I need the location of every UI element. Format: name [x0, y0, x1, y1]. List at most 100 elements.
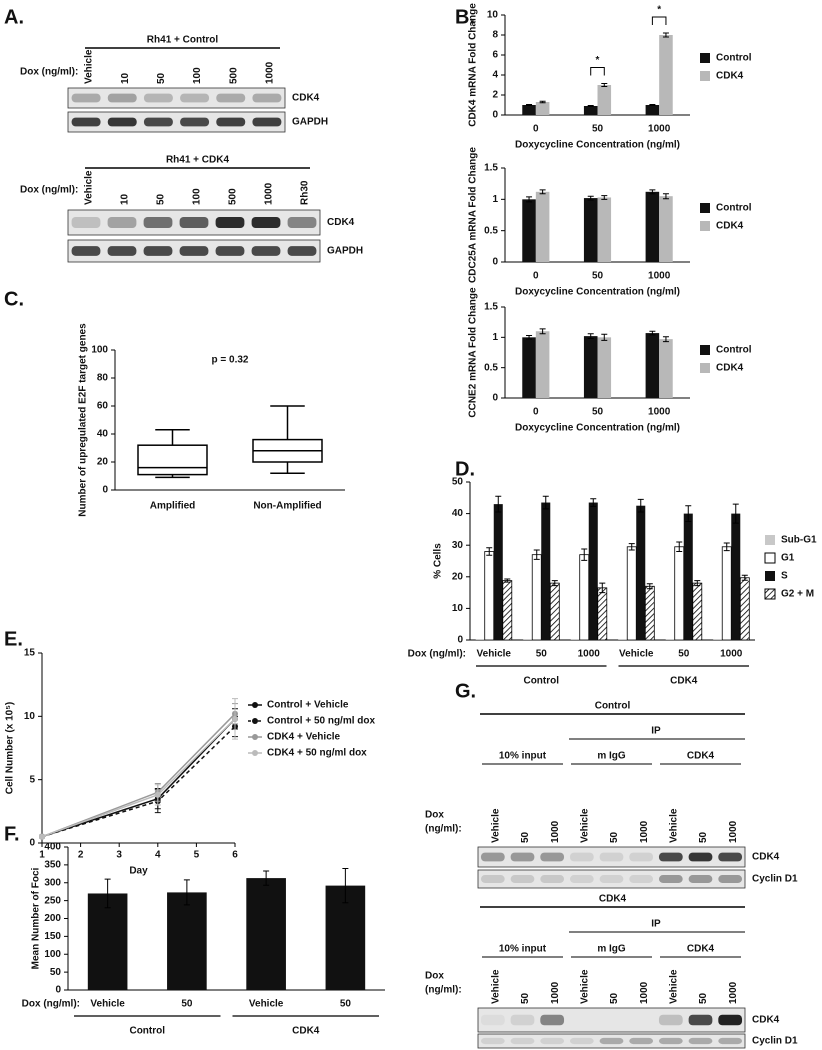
x-tick-label: Amplified [150, 501, 196, 512]
error-bar [601, 333, 608, 341]
y-tick-label: 8 [492, 30, 498, 41]
error-bar [646, 583, 653, 590]
bar [721, 546, 732, 641]
band-label: GAPDH [292, 117, 328, 128]
x-tick-label: 3 [116, 850, 122, 861]
legend-swatch [765, 571, 775, 581]
y-tick-label: 6 [492, 50, 498, 61]
blot-band [180, 117, 210, 127]
y-tick-label: 0 [29, 838, 35, 849]
error-bar [533, 549, 540, 560]
y-tick-label: 50 [50, 967, 62, 978]
bar [531, 554, 542, 641]
blot-band [71, 117, 101, 127]
category-label: Dox (ng/ml): [408, 649, 466, 660]
error-bar [601, 195, 608, 200]
blot-band [599, 852, 624, 862]
y-tick-label: 40 [452, 508, 464, 519]
blot-band [251, 217, 281, 228]
blot-band [569, 875, 594, 883]
bar [659, 196, 673, 262]
bar [484, 551, 495, 641]
lane-label: Vehicle [490, 808, 501, 843]
bar [626, 546, 637, 641]
ip-label: IP [651, 919, 661, 930]
x-tick-label: 6 [232, 850, 238, 861]
y-tick-label: 15 [24, 648, 36, 659]
bar [535, 191, 550, 262]
group-label: 10% input [499, 944, 547, 955]
band-label: CDK4 [292, 93, 320, 104]
blot-band [143, 117, 173, 127]
bar [645, 333, 660, 398]
error-bar [732, 503, 739, 524]
annotation: p = 0.32 [212, 355, 249, 366]
y-axis-title: Number of upregulated E2F target genes [78, 323, 89, 517]
bar [644, 585, 655, 641]
blot-band [107, 246, 137, 256]
y-tick-label: 0 [492, 110, 498, 121]
blot-band [718, 852, 743, 862]
blot-band [216, 93, 246, 103]
blot-band [215, 246, 245, 256]
lane-label: 1000 [639, 820, 650, 843]
group-label: Control [129, 1026, 165, 1037]
blot-band [510, 852, 535, 862]
x-tick-label: Vehicle [477, 649, 512, 660]
legend-swatch [764, 588, 776, 600]
lane-label: 1000 [639, 981, 650, 1004]
y-axis-title: Mean Number of Foci [31, 867, 42, 969]
lane-label: Vehicle [668, 969, 679, 1004]
x-tick-label: 50 [592, 407, 604, 418]
error-bar [601, 83, 608, 87]
blot-band [599, 1037, 624, 1045]
error-bar [662, 193, 669, 200]
error-bar [263, 870, 270, 886]
x-tick-label: 50 [592, 271, 604, 282]
bar [597, 85, 612, 115]
blot-band [658, 852, 683, 862]
error-bar [526, 335, 533, 340]
legend-swatch [700, 71, 710, 81]
band-label: Cyclin D1 [752, 1036, 798, 1047]
lane-label: Vehicle [490, 969, 501, 1004]
error-bar [649, 330, 656, 336]
legend-marker [252, 718, 258, 724]
bar [692, 582, 703, 641]
bar [674, 546, 685, 641]
blot-band [688, 1014, 713, 1026]
bar [523, 639, 533, 640]
lane-label: 50 [698, 831, 709, 843]
blot-band [658, 1037, 683, 1045]
bar [731, 513, 741, 640]
bar [588, 502, 598, 640]
blot-band [569, 852, 594, 862]
error-bar [539, 100, 546, 104]
dox-label: (ng/ml): [425, 824, 462, 835]
blot-band [251, 246, 281, 256]
panel-label: F. [4, 823, 20, 845]
error-bar [486, 547, 493, 556]
group-label: m IgG [597, 944, 626, 955]
x-tick-label: Vehicle [619, 649, 654, 660]
blot-band [688, 852, 713, 862]
group-label: CDK4 [687, 751, 715, 762]
bar [502, 580, 513, 641]
group-label: CDK4 [670, 676, 698, 687]
error-bar [599, 582, 606, 594]
x-tick-label: 50 [592, 124, 604, 135]
band-label: GAPDH [327, 246, 363, 257]
y-tick-label: 0 [457, 635, 463, 646]
blot-band [510, 1037, 535, 1045]
bar [246, 878, 286, 990]
error-bar [741, 574, 748, 581]
y-axis-title: CDC25A mRNA Fold Change [468, 147, 479, 283]
panel-label: C. [4, 288, 24, 310]
blot-band [510, 875, 535, 883]
blot-band [629, 852, 654, 862]
lane-label: 50 [156, 193, 167, 205]
legend-label: CDK4 [716, 363, 744, 374]
bar [659, 35, 673, 115]
blot-band [143, 246, 173, 256]
